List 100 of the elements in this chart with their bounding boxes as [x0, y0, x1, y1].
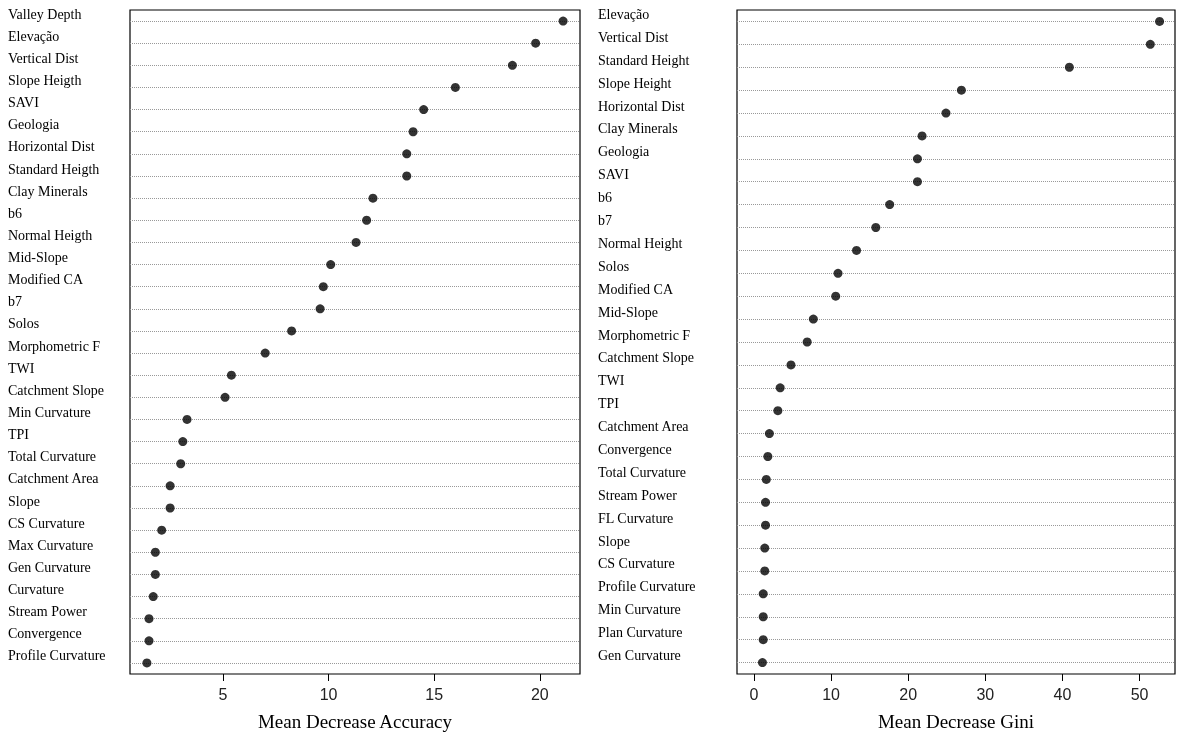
point [761, 520, 771, 530]
x-tick-label: 20 [899, 685, 918, 703]
y-tick-label: Profile Curvature [598, 579, 696, 595]
point [507, 60, 517, 70]
y-tick-label: TPI [8, 427, 30, 443]
point [786, 360, 796, 370]
x-axis-title: Mean Decrease Gini [877, 711, 1035, 732]
point [775, 383, 785, 393]
x-tick-label: 5 [218, 685, 228, 703]
y-tick-label: Stream Power [598, 487, 678, 503]
y-tick-label: b6 [8, 205, 22, 221]
y-tick-label: Normal Height [598, 235, 683, 251]
point [182, 414, 192, 424]
point [1064, 62, 1074, 72]
x-tick-label: 20 [530, 685, 549, 703]
y-tick-label: Plan Curvature [598, 625, 683, 641]
y-tick-label: Modified CA [8, 272, 84, 288]
point [941, 108, 951, 118]
point [450, 82, 460, 92]
y-tick-label: Solos [598, 258, 630, 274]
y-tick-label: Standard Heigth [8, 161, 100, 177]
point [773, 406, 783, 416]
point [144, 614, 154, 624]
y-tick-label: CS Curvature [598, 556, 675, 572]
y-tick-label: Slope [8, 493, 40, 509]
y-tick-label: Vertical Dist [8, 50, 79, 66]
point [1145, 39, 1155, 49]
y-tick-label: Stream Power [8, 604, 88, 620]
point [871, 223, 881, 233]
point [831, 291, 841, 301]
x-tick-label: 0 [749, 685, 759, 703]
point [157, 525, 167, 535]
y-tick-label: Total Curvature [598, 464, 687, 480]
y-tick-label: Convergence [8, 626, 82, 642]
y-tick-label: Gen Curvature [598, 648, 681, 664]
point [178, 437, 188, 447]
y-tick-label: Catchment Area [8, 471, 100, 487]
x-axis-title: Mean Decrease Accuracy [257, 711, 453, 732]
y-tick-label: SAVI [598, 167, 630, 183]
point [402, 149, 412, 159]
point [758, 589, 768, 599]
point [912, 154, 922, 164]
point [758, 635, 768, 645]
y-tick-label: Elevação [8, 28, 60, 44]
point [760, 566, 770, 576]
y-tick-label: Solos [8, 316, 40, 332]
point [558, 16, 568, 26]
point [956, 85, 966, 95]
x-tick-label: 50 [1130, 685, 1149, 703]
point [408, 127, 418, 137]
y-tick-label: Slope Heigth [8, 72, 82, 88]
y-tick-label: Vertical Dist [598, 29, 669, 45]
point [362, 215, 372, 225]
y-tick-label: TWI [8, 360, 35, 376]
point [368, 193, 378, 203]
y-tick-label: Slope Height [598, 75, 672, 91]
point [318, 282, 328, 292]
y-tick-label: Morphometric F [598, 327, 691, 343]
x-tick-label: 10 [319, 685, 338, 703]
point [758, 612, 768, 622]
x-tick-label: 40 [1053, 685, 1072, 703]
point [833, 268, 843, 278]
y-tick-label: b6 [598, 190, 612, 206]
point [326, 260, 336, 270]
y-tick-label: Min Curvature [8, 404, 91, 420]
y-tick-label: Gen Curvature [8, 559, 91, 575]
point [885, 200, 895, 210]
y-tick-label: Convergence [598, 441, 672, 457]
y-tick-label: Catchment Slope [598, 350, 695, 366]
point [761, 497, 771, 507]
point [761, 474, 771, 484]
point [757, 658, 767, 668]
y-tick-label: Geologia [598, 144, 651, 160]
point [764, 429, 774, 439]
point [150, 569, 160, 579]
y-tick-label: Max Curvature [8, 537, 94, 553]
point [144, 636, 154, 646]
point [226, 370, 236, 380]
point [220, 392, 230, 402]
y-tick-label: Horizontal Dist [8, 139, 95, 155]
point [260, 348, 270, 358]
point [176, 459, 186, 469]
y-tick-label: Clay Minerals [598, 121, 678, 137]
point [917, 131, 927, 141]
point [1155, 16, 1165, 26]
y-tick-label: Morphometric F [8, 338, 101, 354]
point [150, 547, 160, 557]
y-tick-label: Horizontal Dist [598, 98, 685, 114]
point [315, 304, 325, 314]
point [165, 503, 175, 513]
y-tick-label: Mid-Slope [8, 250, 68, 266]
y-tick-label: Total Curvature [8, 449, 97, 465]
y-tick-label: Elevação [598, 6, 650, 22]
point [165, 481, 175, 491]
y-tick-label: TWI [598, 373, 625, 389]
y-tick-label: Geologia [8, 117, 61, 133]
point [402, 171, 412, 181]
y-tick-label: Standard Height [598, 52, 690, 68]
y-tick-label: Valley Depth [8, 6, 82, 22]
y-tick-label: b7 [598, 213, 612, 229]
